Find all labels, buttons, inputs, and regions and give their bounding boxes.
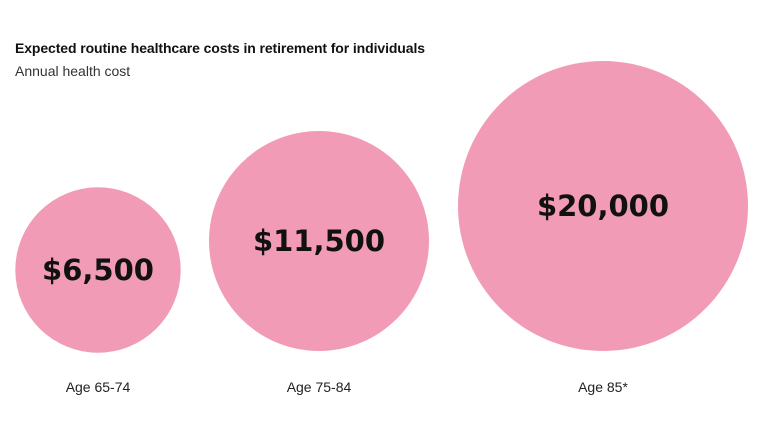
bubble-value-label: $6,500 (42, 253, 154, 287)
category-label: Age 85* (578, 379, 628, 395)
bubble-3 (458, 61, 748, 351)
bubble-1 (15, 187, 181, 353)
bubble-value-label: $11,500 (253, 224, 385, 258)
bubble-2 (209, 131, 429, 351)
category-label: Age 65-74 (66, 379, 131, 395)
chart-subtitle: Annual health cost (15, 63, 131, 79)
chart-title: Expected routine healthcare costs in ret… (15, 40, 425, 56)
bubble-value-label: $20,000 (537, 189, 669, 223)
category-label: Age 75-84 (287, 379, 352, 395)
